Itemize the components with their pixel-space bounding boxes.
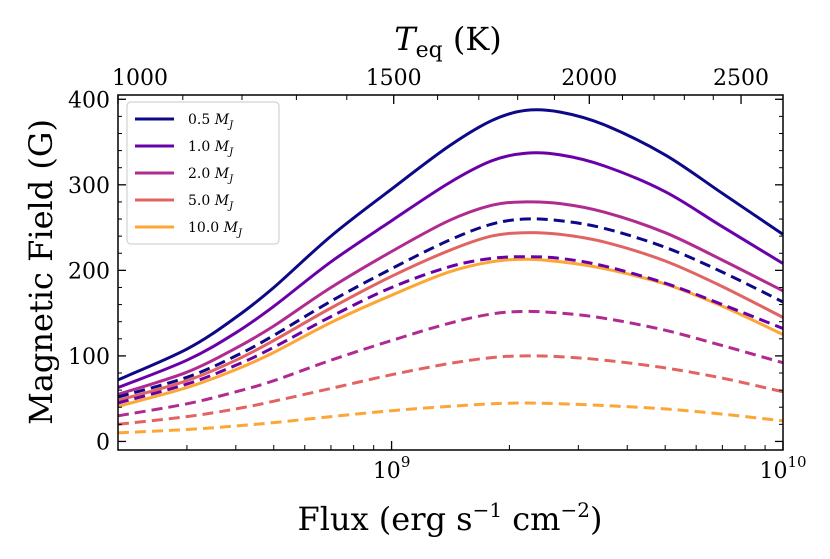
series-line-dashed-9 [117, 401, 784, 435]
legend-label: 5.0 MJ [188, 193, 234, 212]
top-tick-label: 2500 [713, 66, 769, 91]
legend-items: 0.5 MJ 1.0 MJ 2.0 MJ 5.0 MJ 10.0 MJ [135, 112, 243, 239]
legend-label: 0.5 MJ [188, 112, 234, 131]
y-tick-label: 400 [68, 88, 110, 113]
top-tick-label: 1000 [112, 66, 168, 91]
y-tick-label: 200 [68, 259, 110, 284]
series-line-dashed-7 [117, 309, 784, 418]
top-axis-title: Teq (K) [394, 20, 502, 63]
series-line-dashed-6 [117, 255, 784, 405]
tick-layer: 0 100 200 300 400 109 1010 1000 1500 2000 2500 [68, 66, 807, 484]
top-tick-label: 1500 [366, 66, 422, 91]
series-line-dashed-5 [117, 217, 784, 399]
y-tick-label: 300 [68, 174, 110, 199]
y-tick-label: 100 [68, 345, 110, 370]
legend-label: 1.0 MJ [188, 139, 234, 158]
series-line-solid-1 [117, 151, 784, 389]
plot-frame [117, 94, 784, 451]
series-line-solid-3 [117, 231, 784, 402]
series-line-solid-2 [117, 200, 784, 396]
y-tick-label: 0 [96, 430, 110, 455]
y-axis-title: Magnetic Field (G) [22, 119, 60, 425]
svg-text:Teq (K): Teq (K) [394, 20, 502, 63]
series-line-solid-0 [117, 108, 784, 382]
legend-label: 10.0 MJ [188, 220, 243, 239]
x-tick-label: 109 [373, 453, 411, 484]
legend: 0.5 MJ 1.0 MJ 2.0 MJ 5.0 MJ 10.0 MJ [126, 101, 280, 245]
series-line-dashed-8 [117, 354, 784, 426]
svg-text:Magnetic Field (G): Magnetic Field (G) [22, 119, 60, 425]
series-line-solid-4 [117, 257, 784, 408]
x-tick-label: 1010 [759, 453, 806, 484]
x-axis-title: Flux (erg s−1 cm−2) [298, 498, 603, 538]
legend-box [126, 101, 280, 245]
series-layer [117, 108, 784, 435]
legend-label: 2.0 MJ [188, 166, 234, 185]
top-tick-label: 2000 [561, 66, 617, 91]
svg-text:Flux (erg s−1 cm−2): Flux (erg s−1 cm−2) [298, 498, 603, 538]
